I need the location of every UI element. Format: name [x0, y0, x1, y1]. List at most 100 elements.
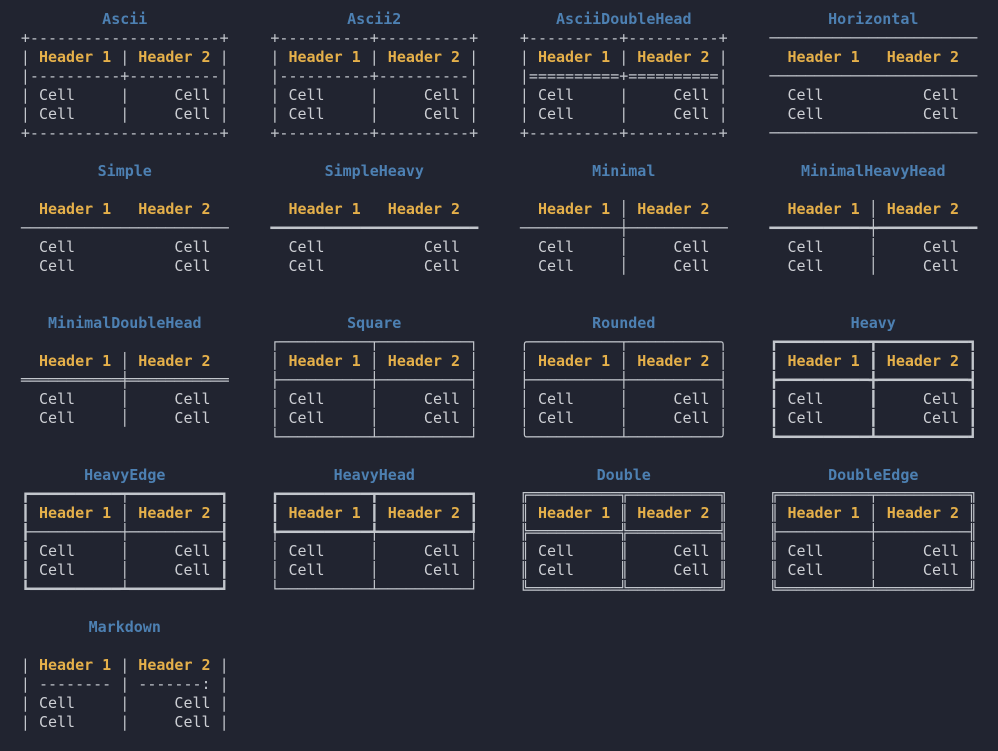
table-tile-square: Square ┌──────────┬──────────┐ │ Header 1 …	[250, 314, 500, 466]
border-glyphs: │	[868, 561, 878, 579]
table-line	[21, 333, 229, 352]
table-line: Cell │ Cell	[769, 238, 977, 257]
header-text: Header 2	[378, 48, 470, 66]
cell-text: Cell	[877, 390, 969, 408]
border-glyphs: ═══════════╪═══════════	[20, 371, 229, 389]
table-tile-markdown: Markdown | Header 1 | Header 2 | | -------…	[0, 618, 250, 751]
table-line: │ Cell │ Cell │	[270, 409, 478, 428]
cell-text: Cell	[628, 561, 719, 579]
border-glyphs: ┏━━━━━━━━━━┳━━━━━━━━━━┓	[270, 485, 479, 503]
border-glyphs: ┃	[369, 504, 379, 522]
table-tile-rounded: Rounded ╭──────────┬──────────╮ │ Header 1…	[499, 314, 749, 466]
border-glyphs: |	[219, 105, 229, 123]
border-glyphs: │	[868, 238, 878, 256]
border-glyphs: |	[120, 713, 130, 731]
border-glyphs: │	[120, 352, 130, 370]
cell-text: Cell	[378, 542, 470, 560]
header-text: Header 1	[778, 200, 869, 218]
border-glyphs: ┃	[219, 504, 229, 522]
cell-text: Cell	[877, 238, 969, 256]
table-line	[270, 181, 478, 200]
border-glyphs: │	[868, 542, 878, 560]
header-text: Header 2	[628, 200, 719, 218]
border-glyphs: │	[619, 409, 629, 427]
cell-text: Cell	[378, 238, 470, 256]
border-glyphs: ───────────────────────	[769, 29, 978, 47]
table-preview: ┌──────────┬──────────┐ │ Header 1 │ Head…	[270, 333, 478, 447]
border-glyphs: ├──────────┼──────────┤	[270, 371, 479, 389]
table-preview: ┏━━━━━━━━━━┯━━━━━━━━━━┓ ┃ Header 1 │ Head…	[21, 485, 229, 599]
cell-text: Cell	[378, 561, 470, 579]
border-glyphs: |----------+----------|	[20, 67, 229, 85]
header-text: Header 1	[528, 200, 620, 218]
header-text: Header 2	[877, 200, 969, 218]
border-glyphs: |	[120, 48, 130, 66]
table-line: | Cell | Cell |	[21, 694, 229, 713]
border-glyphs: │	[469, 561, 479, 579]
header-text: Header 2	[129, 656, 220, 674]
cell-text: Cell	[528, 86, 620, 104]
border-glyphs: |	[219, 713, 229, 731]
table-line: ┏━━━━━━━━━━┳━━━━━━━━━━┓	[270, 485, 478, 504]
border-glyphs: ┗━━━━━━━━━━┷━━━━━━━━━━┛	[20, 580, 229, 598]
border-glyphs	[869, 86, 878, 104]
table-tile-minimalheavyhead: MinimalHeavyHead Header 1 │ Header 2 ━━━…	[749, 162, 998, 314]
header-text: Header 1	[778, 504, 869, 522]
table-line: │ Cell │ Cell │	[270, 561, 478, 580]
border-glyphs: ┃	[868, 409, 878, 427]
border-glyphs: ┃	[20, 504, 30, 522]
cell-text: Cell	[628, 542, 719, 560]
border-glyphs: ╔══════════╤══════════╗	[769, 485, 978, 503]
table-line: +----------+----------+	[520, 29, 728, 48]
table-line: Header 1 Header 2	[769, 48, 977, 67]
table-line: Header 1 │ Header 2	[520, 200, 728, 219]
table-tile-minimaldoublehead: MinimalDoubleHead Header 1 │ Header 2 ══…	[0, 314, 250, 466]
header-text: Header 1	[528, 504, 620, 522]
cell-text: Cell	[628, 390, 719, 408]
table-line: ╚══════════╧══════════╝	[769, 580, 977, 599]
border-glyphs: ║	[968, 504, 978, 522]
table-tile-minimal: Minimal Header 1 │ Header 2 ───────────┼…	[499, 162, 749, 314]
table-line: | Header 1 | Header 2 |	[21, 48, 229, 67]
border-glyphs: ║	[519, 542, 529, 560]
table-tile-asciidoublehead: AsciiDoubleHead +----------+----------+ | …	[499, 10, 749, 162]
cell-text: Cell	[778, 238, 869, 256]
table-line: Cell │ Cell	[21, 390, 229, 409]
border-glyphs: ╠══════════╬══════════╣	[519, 523, 728, 541]
table-preview: ╔══════════╤══════════╗ ║ Header 1 │ Head…	[769, 485, 977, 599]
cell-text: Cell	[778, 86, 869, 104]
cell-text: Cell	[129, 713, 220, 731]
table-line: Cell Cell	[270, 238, 478, 257]
table-line: ┃ Header 1 ┃ Header 2 ┃	[270, 504, 478, 523]
table-line: ╠══════════╬══════════╣	[520, 523, 728, 542]
border-glyphs	[719, 257, 728, 275]
border-glyphs: |	[20, 48, 30, 66]
table-line: ╚══════════╩══════════╝	[520, 580, 728, 599]
border-glyphs: |	[519, 86, 529, 104]
header-text: Header 2	[628, 352, 719, 370]
border-glyphs: ┌──────────┬──────────┐	[270, 333, 479, 351]
cell-text: Cell	[528, 409, 620, 427]
table-preview: ┏━━━━━━━━━━┳━━━━━━━━━━┓ ┃ Header 1 ┃ Head…	[270, 485, 478, 599]
border-glyphs: └──────────┴──────────┘	[270, 428, 479, 446]
border-glyphs: |	[219, 694, 229, 712]
border-glyphs: │	[120, 409, 130, 427]
table-line: │ Cell │ Cell │	[270, 542, 478, 561]
border-glyphs: |	[718, 105, 728, 123]
table-line: Cell Cell	[769, 105, 977, 124]
cell-text: Cell	[279, 257, 370, 275]
border-glyphs	[520, 238, 529, 256]
border-glyphs: │	[868, 200, 878, 218]
table-tile-heavyedge: HeavyEdge ┏━━━━━━━━━━┯━━━━━━━━━━┓ ┃ Header…	[0, 466, 250, 618]
border-glyphs	[968, 200, 977, 218]
border-glyphs: ┃	[769, 352, 779, 370]
border-glyphs: |	[619, 86, 629, 104]
border-glyphs: |	[718, 86, 728, 104]
border-glyphs	[869, 48, 878, 66]
cell-text: Cell	[29, 542, 121, 560]
border-glyphs: ───────────────────────	[769, 67, 978, 85]
border-glyphs: |	[519, 48, 529, 66]
cell-text: Cell	[778, 257, 869, 275]
border-glyphs: |	[120, 656, 130, 674]
border-glyphs: ║	[718, 542, 728, 560]
